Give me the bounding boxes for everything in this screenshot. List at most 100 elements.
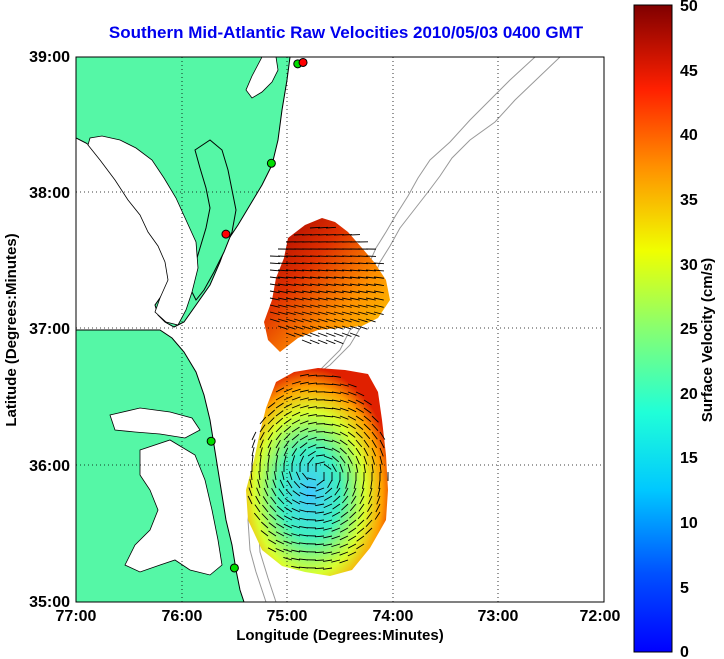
colorbar-tick-label: 40 [680,127,698,144]
velocity-vector [355,439,363,448]
velocity-vector [271,487,277,497]
velocity-vector [336,479,341,489]
velocity-vector [325,304,336,308]
velocity-vector [357,283,368,286]
station-marker [206,436,216,446]
velocity-vector [293,283,304,286]
delaware-bay [245,57,279,99]
velocity-vector [293,311,304,316]
velocity-field-south [246,368,388,576]
velocity-vector [358,503,365,512]
velocity-vector [299,412,309,417]
velocity-vector [317,297,328,301]
velocity-vector [373,283,384,286]
y-ticks: 39:00 38:00 37:00 36:00 35:00 [29,49,70,611]
velocity-vector [363,439,370,448]
velocity-vector [309,311,320,316]
velocity-vector [317,269,328,272]
velocity-vector [268,513,277,521]
velocity-vector [279,479,285,489]
velocity-vector [293,304,304,308]
map-title: Southern Mid-Atlantic Raw Velocities 201… [109,23,584,42]
velocity-vector [307,382,317,385]
velocity-vector [331,543,341,548]
velocity-vector [370,479,373,489]
velocity-vector [293,325,304,330]
velocity-vector [251,455,254,465]
velocity-vector [291,524,301,529]
velocity-vector [291,419,301,425]
velocity-vector [309,318,320,323]
velocity-vector [341,318,352,323]
velocity-vector [341,269,352,272]
velocity-vector [331,455,340,463]
velocity-vector [373,304,384,308]
velocity-vector [269,297,280,301]
velocity-vector [259,424,266,433]
velocity-vector [323,391,334,394]
velocity-vector [355,463,359,473]
velocity-vector [299,558,309,561]
velocity-vector [371,423,379,432]
velocity-vector [267,409,276,417]
velocity-vector [325,297,336,301]
velocity-vector [333,283,344,286]
velocity-vector [323,567,333,570]
velocity-vector [277,297,288,301]
x-ticks: 77:00 76:00 75:00 74:00 73:00 72:00 [56,608,621,625]
velocity-vector [355,391,365,397]
velocity-vector [278,488,285,497]
velocity-vector [251,439,256,449]
velocity-vector [371,455,375,465]
velocity-vector [267,547,277,553]
velocity-vector [291,448,298,457]
velocity-vector [275,425,283,433]
velocity-vector [357,311,368,316]
velocity-vector [267,424,274,433]
velocity-vector [356,535,365,542]
velocity-vector [342,495,349,504]
velocity-vector [315,495,325,499]
velocity-vector [341,311,352,316]
velocity-vector [285,297,296,301]
velocity-vector [291,533,301,537]
velocity-vector [347,399,357,404]
velocity-vector [251,431,257,441]
colorbar-tick-label: 20 [680,386,698,403]
velocity-vector [283,395,293,401]
velocity-vector [247,495,253,505]
velocity-vector [301,325,312,330]
velocity-vector [267,432,274,441]
velocity-vector [283,515,293,521]
velocity-vector [309,304,320,308]
velocity-vector [307,390,317,393]
velocity-vector [349,332,360,337]
colorbar [633,4,673,653]
y-tick-label: 39:00 [29,49,70,66]
velocity-vector [349,297,360,301]
velocity-vector [283,523,293,529]
velocity-vector [331,399,341,403]
velocity-vector [285,269,296,272]
velocity-vector [347,407,357,413]
velocity-vector [355,407,364,413]
y-tick-label: 37:00 [29,321,70,338]
velocity-vector [315,454,325,457]
eastern-shore [189,139,237,301]
velocity-vector [277,325,288,330]
velocity-vector [347,383,357,388]
velocity-vector [371,439,377,448]
velocity-vector [301,262,313,265]
velocity-vector [339,463,344,473]
velocity-vector [348,519,357,526]
velocity-vector [355,431,363,439]
velocity-vector [307,421,317,425]
velocity-vector [379,431,386,440]
velocity-vector [331,535,341,540]
velocity-vector [263,487,269,497]
velocity-vector [323,375,334,378]
velocity-vector [367,503,373,512]
velocity-vector [285,311,296,316]
velocity-vector [369,487,373,497]
velocity-vector [339,391,349,395]
